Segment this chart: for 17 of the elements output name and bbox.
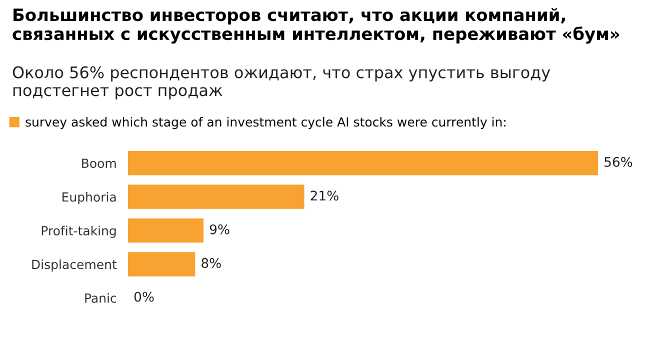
data-label: 8% [202, 258, 221, 268]
chart-subtitle: Около 56% респондентов ожидают, что страх упустить выгоду подстегнет рост продаж [12, 66, 550, 100]
bar [128, 252, 196, 276]
legend-label: survey asked which stage of an investment cycle AI stocks were currently in: [26, 117, 506, 130]
y-tick-label: Panic [85, 293, 116, 303]
data-label: 21% [310, 190, 338, 201]
y-tick-label: Euphoria [62, 192, 116, 204]
bar [128, 184, 304, 209]
data-label: 0% [134, 292, 154, 302]
y-tick-label: Boom [82, 158, 116, 168]
bar [128, 150, 598, 176]
y-tick-label: Profit-taking [42, 226, 116, 238]
data-label: 56% [604, 156, 632, 167]
bar [128, 218, 204, 243]
chart-title: Большинство инвесторов считают, что акции компаний, связанных с искусственным интеллектом, переживают «бум» [12, 8, 620, 44]
y-tick-label: Displacement [32, 259, 117, 272]
data-label: 9% [210, 224, 230, 234]
